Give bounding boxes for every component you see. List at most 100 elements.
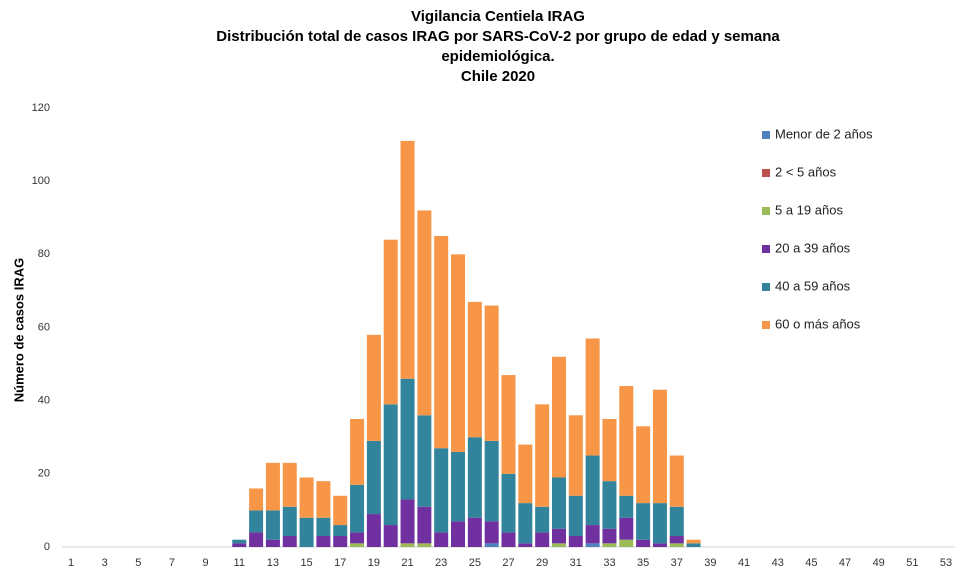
bar-segment: [366, 334, 381, 441]
bar-segment: [232, 539, 247, 544]
legend-swatch: [762, 321, 770, 329]
x-tick-label: 21: [401, 557, 413, 569]
x-tick-label: 33: [603, 557, 615, 569]
bar-segment: [602, 481, 617, 529]
bar-segment: [686, 543, 701, 547]
x-tick-label: 41: [738, 557, 750, 569]
x-tick-label: 9: [203, 557, 209, 569]
bar-segment: [619, 539, 634, 547]
y-tick-label: 80: [38, 248, 50, 260]
x-tick-label: 31: [570, 557, 582, 569]
bar-segment: [383, 239, 398, 405]
bar-segment: [585, 543, 600, 547]
x-tick-label: 37: [671, 557, 683, 569]
bar-segment: [535, 404, 550, 507]
legend-label: Menor de 2 años: [775, 126, 873, 141]
bar-segment: [400, 499, 415, 544]
x-tick-label: 1: [68, 557, 74, 569]
bar-segment: [299, 517, 314, 547]
bar-segment: [249, 488, 264, 511]
bar-segment: [686, 539, 701, 544]
x-tick-label: 13: [267, 557, 279, 569]
chart-title: Chile 2020: [461, 68, 535, 85]
chart-title: Vigilancia Centiela IRAG: [411, 8, 585, 25]
bar-segment: [467, 517, 482, 547]
bar-segment: [316, 517, 331, 537]
legend-swatch: [762, 207, 770, 215]
bar-segment: [568, 495, 583, 537]
legend-swatch: [762, 283, 770, 291]
x-tick-label: 5: [135, 557, 141, 569]
bar-segment: [535, 506, 550, 533]
bar-segment: [265, 462, 280, 511]
chart-title: epidemiológica.: [441, 48, 554, 65]
bar-segment: [282, 536, 297, 547]
x-tick-label: 47: [839, 557, 851, 569]
x-tick-label: 35: [637, 557, 649, 569]
bar-segment: [350, 532, 365, 544]
bar-segment: [518, 444, 533, 504]
y-tick-label: 20: [38, 468, 50, 480]
y-axis-title: Número de casos IRAG: [11, 258, 26, 403]
bar-segment: [232, 543, 247, 547]
legend-swatch: [762, 245, 770, 253]
bar-segment: [619, 386, 634, 496]
bar-segment: [265, 510, 280, 540]
bar-segment: [585, 525, 600, 544]
bar-segment: [619, 517, 634, 540]
bar-segment: [636, 503, 651, 540]
x-tick-label: 25: [469, 557, 481, 569]
bar-segment: [652, 389, 667, 504]
bar-segment: [350, 484, 365, 533]
y-tick-label: 120: [32, 102, 50, 114]
bar-segment: [434, 448, 449, 533]
bar-segment: [417, 543, 432, 547]
x-tick-label: 7: [169, 557, 175, 569]
chart-title: Distribución total de casos IRAG por SAR…: [216, 28, 780, 45]
bar-segment: [333, 536, 348, 547]
bar-segment: [383, 404, 398, 526]
x-tick-label: 39: [704, 557, 716, 569]
bar-segment: [417, 210, 432, 416]
bar-segment: [451, 254, 466, 452]
x-tick-label: 19: [368, 557, 380, 569]
x-tick-label: 49: [873, 557, 885, 569]
bar-segment: [400, 140, 415, 379]
bar-segment: [669, 536, 684, 544]
bar-segment: [484, 305, 499, 441]
bar-segment: [400, 378, 415, 500]
x-tick-label: 51: [906, 557, 918, 569]
bar-segment: [366, 514, 381, 547]
bar-segment: [551, 356, 566, 478]
bar-segment: [333, 495, 348, 526]
bar-segment: [417, 506, 432, 544]
bar-segment: [518, 503, 533, 544]
bar-segment: [484, 440, 499, 522]
bar-segment: [467, 301, 482, 438]
bar-segment: [551, 528, 566, 544]
x-tick-label: 29: [536, 557, 548, 569]
bar-segment: [350, 543, 365, 547]
bar-segment: [484, 543, 499, 547]
bar-segment: [434, 236, 449, 449]
bar-segment: [316, 481, 331, 518]
x-tick-label: 17: [334, 557, 346, 569]
bar-segment: [417, 415, 432, 507]
legend-label: 5 a 19 años: [775, 202, 843, 217]
bar-segment: [652, 543, 667, 547]
bar-segment: [501, 375, 516, 474]
bar-segment: [585, 338, 600, 456]
bar-segment: [400, 543, 415, 547]
bar-segment: [602, 528, 617, 544]
bar-segment: [501, 532, 516, 547]
bar-segment: [350, 418, 365, 485]
legend-label: 2 < 5 años: [775, 164, 837, 179]
bar-segment: [535, 532, 550, 547]
bar-segment: [451, 521, 466, 547]
y-tick-label: 0: [44, 541, 50, 553]
bar-segment: [619, 495, 634, 518]
bar-segment: [467, 437, 482, 518]
x-tick-label: 45: [805, 557, 817, 569]
bar-segment: [669, 543, 684, 547]
